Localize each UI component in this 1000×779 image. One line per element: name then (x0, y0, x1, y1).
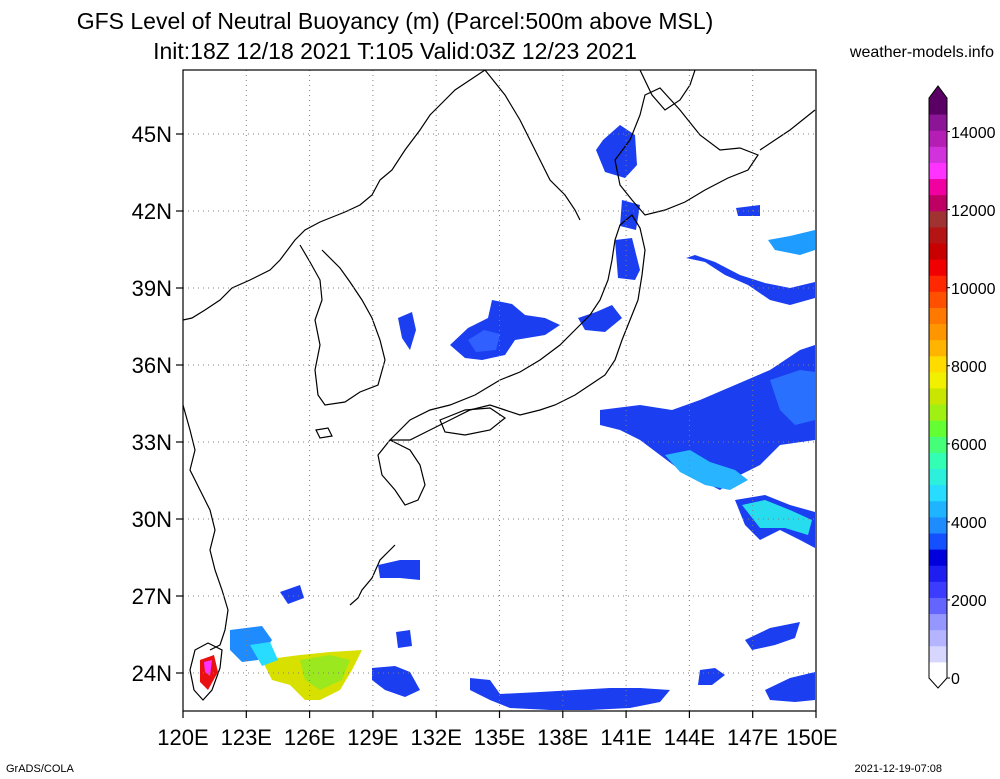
colorbar-bin (929, 469, 947, 486)
lon-label: 129E (347, 725, 398, 750)
shade-ryukyu-east (378, 560, 420, 580)
colorbar-bin (929, 98, 947, 115)
coast-jeju (316, 428, 332, 438)
colorbar-bin (929, 581, 947, 598)
shade-korea-east (398, 312, 416, 350)
colorbar-bin (929, 114, 947, 131)
colorbar-bin (929, 324, 947, 341)
colorbar-bin (929, 597, 947, 614)
colorbar-bin (929, 533, 947, 550)
colorbar-bin (929, 436, 947, 453)
colorbar-bin (929, 356, 947, 373)
lon-labels: 120E 123E 126E 129E 132E 135E 138E 141E … (157, 725, 837, 750)
colorbar-bin (929, 291, 947, 308)
lon-label: 120E (157, 725, 208, 750)
colorbar-label: 6000 (951, 437, 987, 454)
colorbar-bin (929, 501, 947, 518)
colorbar-bin (929, 388, 947, 405)
colorbar-bin (929, 372, 947, 389)
coast-kuril (760, 110, 815, 150)
lon-label: 144E (664, 725, 715, 750)
shade-ryukyu-south (372, 666, 420, 697)
shade-japan-sea (450, 300, 560, 360)
lon-label: 132E (411, 725, 462, 750)
shade-tohoku (615, 238, 640, 280)
lon-label: 138E (537, 725, 588, 750)
coast-china-south (183, 405, 228, 650)
shade-pacific-dots (698, 668, 725, 685)
lon-label: 126E (284, 725, 335, 750)
coast-sakhalin (640, 70, 695, 110)
colorbar-label: 4000 (951, 515, 987, 532)
colorbar-bin (929, 195, 947, 212)
colorbar (929, 86, 950, 688)
lat-label: 45N (132, 122, 172, 147)
colorbar-labels: 0 2000 4000 6000 8000 10000 12000 14000 (951, 125, 996, 688)
colorbar-label: 10000 (951, 281, 996, 298)
shade-sado (578, 305, 622, 332)
lat-label: 27N (132, 584, 172, 609)
colorbar-bin (929, 485, 947, 502)
shade-south-block (396, 630, 412, 648)
shade-northern-honshu (620, 200, 640, 230)
colorbar-bin (929, 227, 947, 244)
lat-label: 36N (132, 353, 172, 378)
colorbar-bin (929, 420, 947, 437)
colorbar-bin (929, 662, 947, 679)
colorbar-bin (929, 275, 947, 292)
colorbar-bin (929, 404, 947, 421)
lnb-shading (200, 125, 815, 710)
lat-label: 33N (132, 430, 172, 455)
colorbar-bin (929, 646, 947, 663)
colorbar-bin (929, 243, 947, 260)
lat-label: 39N (132, 276, 172, 301)
coast-korea (300, 245, 385, 405)
graticule (183, 70, 816, 711)
colorbar-bin (929, 211, 947, 228)
colorbar-bin (929, 452, 947, 469)
coast-hokkaido (615, 88, 758, 215)
colorbar-bin (929, 549, 947, 566)
colorbar-label: 14000 (951, 125, 996, 142)
colorbar-bin (929, 130, 947, 147)
lon-label: 135E (474, 725, 525, 750)
colorbar-bin (929, 162, 947, 179)
colorbar-bin (929, 565, 947, 582)
coast-kyushu (378, 440, 425, 505)
colorbar-bin (929, 340, 947, 357)
lat-label: 42N (132, 199, 172, 224)
colorbar-bin (929, 146, 947, 163)
colorbar-bin (929, 517, 947, 534)
colorbar-label: 12000 (951, 203, 996, 220)
shade-26n (280, 585, 304, 604)
colorbar-label: 0 (951, 671, 960, 688)
colorbar-label: 2000 (951, 593, 987, 610)
colorbar-bin (929, 259, 947, 276)
coast-continent (183, 70, 485, 320)
colorbar-bin (929, 307, 947, 324)
shade-pacific-se2 (765, 672, 815, 702)
lon-label: 123E (221, 725, 272, 750)
lat-label: 24N (132, 661, 172, 686)
lat-label: 30N (132, 507, 172, 532)
lon-label: 147E (727, 725, 778, 750)
shade-pacific-se (745, 622, 800, 650)
colorbar-bin (929, 179, 947, 196)
colorbar-cap-top (929, 86, 947, 98)
lon-label: 150E (786, 725, 837, 750)
lat-labels: 45N 42N 39N 36N 33N 30N 27N 24N (132, 122, 172, 686)
lon-label: 141E (600, 725, 651, 750)
colorbar-label: 8000 (951, 359, 987, 376)
colorbar-bin (929, 614, 947, 631)
coast-shikoku (440, 408, 505, 435)
colorbar-bin (929, 630, 947, 647)
